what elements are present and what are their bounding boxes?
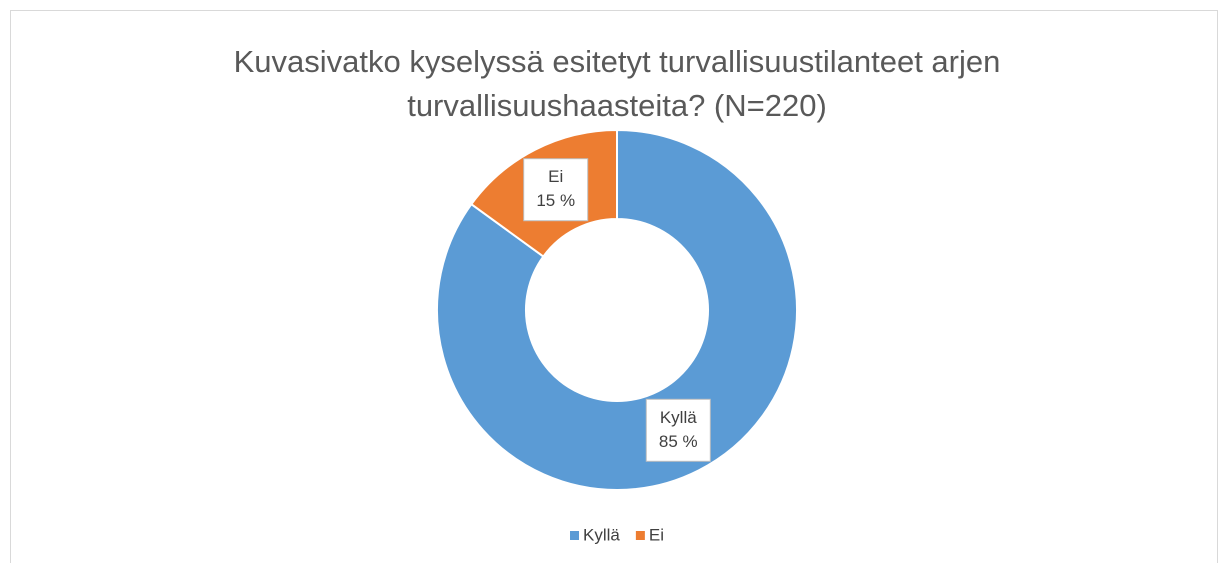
- legend: Kyllä Ei: [570, 525, 664, 544]
- data-label-box: [645, 398, 711, 462]
- data-label-category: Ei: [548, 167, 563, 186]
- legend-label: Kyllä: [583, 525, 620, 544]
- chart-title: Kuvasivatko kyselyssä esitetyt turvallis…: [233, 44, 1001, 123]
- legend-marker: [570, 531, 580, 540]
- data-label-value: 15 %: [536, 191, 575, 210]
- data-label-category: Kyllä: [660, 408, 697, 427]
- data-label-value: 85 %: [659, 432, 698, 451]
- legend-marker: [635, 531, 645, 540]
- chart-border: [10, 10, 1218, 563]
- legend-label: Ei: [649, 525, 664, 544]
- data-label-box: [523, 158, 589, 222]
